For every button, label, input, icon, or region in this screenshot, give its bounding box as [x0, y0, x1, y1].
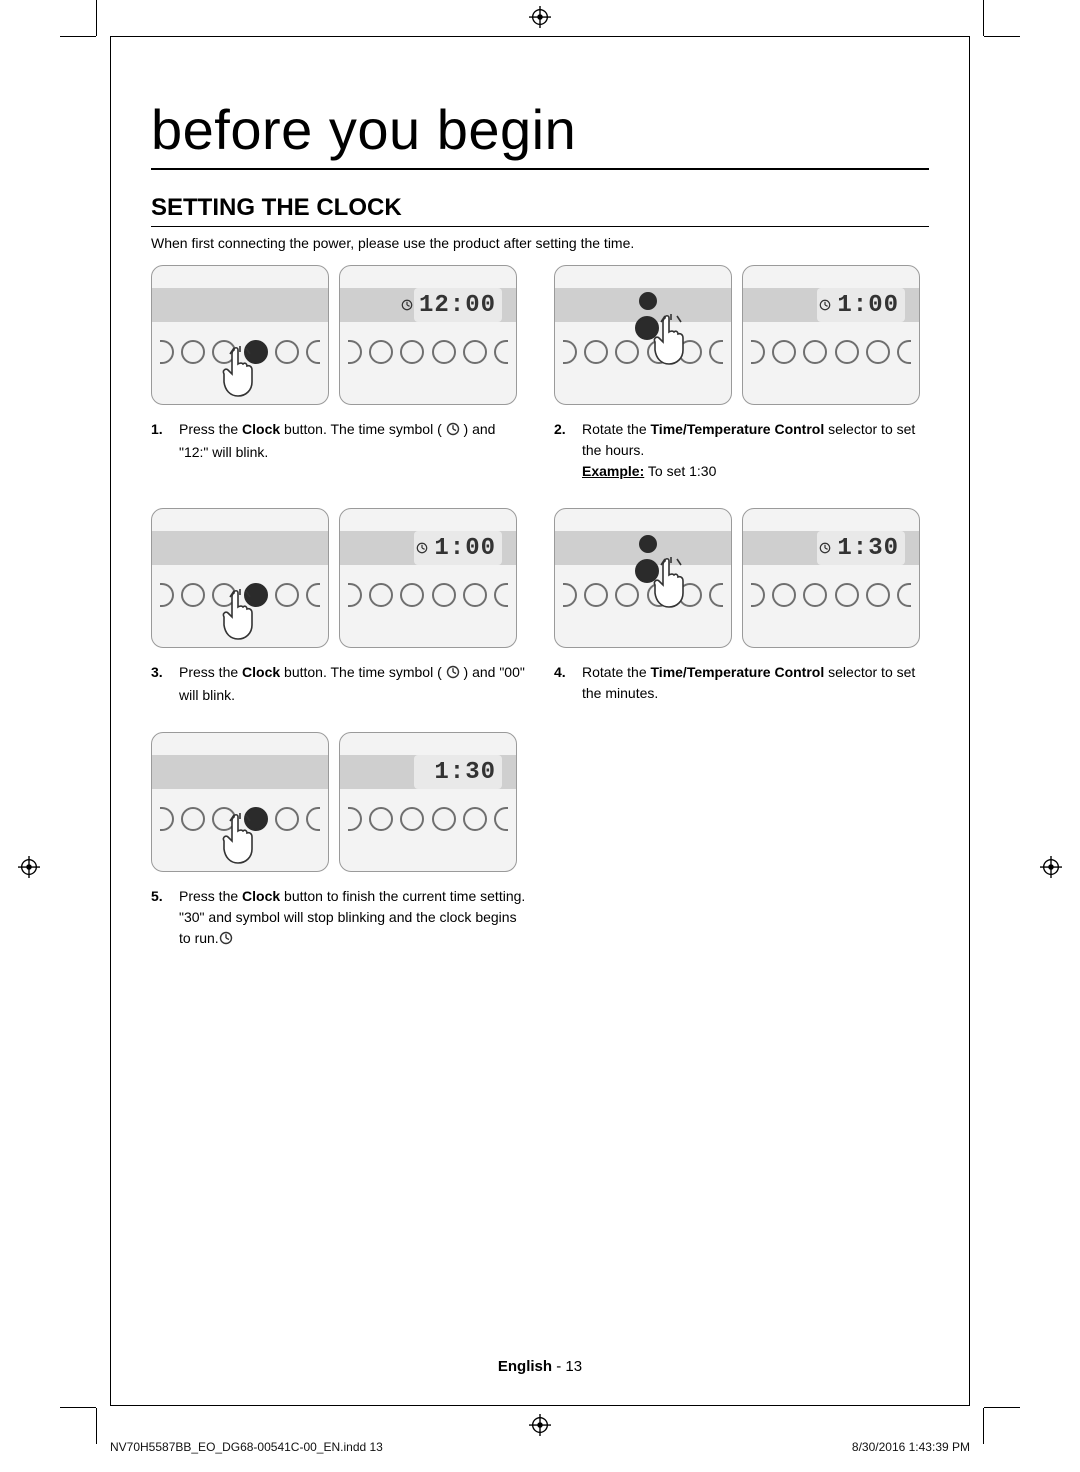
footer-page-number: 13	[565, 1358, 582, 1375]
footer-language: English	[498, 1358, 552, 1375]
step-caption: 4.Rotate the Time/Temperature Control se…	[554, 662, 929, 704]
time-digits: 1:00	[837, 292, 899, 319]
control-panel-illustration	[554, 508, 732, 648]
clock-icon	[819, 299, 831, 311]
step-caption: 5.Press the Clock button to finish the c…	[151, 886, 526, 951]
time-digits: 1:00	[434, 535, 496, 562]
control-panel-illustration	[151, 732, 329, 872]
page-content: before you begin SETTING THE CLOCK When …	[110, 36, 970, 1406]
step-cell: 1:30 5.Press the Clock button to finish t…	[151, 732, 526, 951]
step-text: Press the Clock button. The time symbol …	[179, 419, 526, 463]
step-caption: 3.Press the Clock button. The time symbo…	[151, 662, 526, 706]
registration-mark-icon	[529, 1414, 551, 1436]
step-number: 1.	[151, 419, 169, 463]
clock-icon	[219, 930, 233, 951]
display-panel-illustration: 1:00	[742, 265, 920, 405]
step-cell: 1:00 2.Rotate the Time/Temperature Contro…	[554, 265, 929, 482]
time-digits: 1:30	[434, 759, 496, 786]
time-display: 1:00	[817, 288, 905, 322]
time-display: 1:00	[414, 531, 502, 565]
crop-mark	[60, 1407, 96, 1408]
clock-icon	[401, 299, 413, 311]
display-panel-illustration: 1:00	[339, 508, 517, 648]
control-panel-illustration	[151, 508, 329, 648]
control-panel-illustration	[151, 265, 329, 405]
step-cell: 1:30 4.Rotate the Time/Temperature Contro…	[554, 508, 929, 706]
step-panels: 1:00	[554, 265, 929, 405]
step-caption: 1.Press the Clock button. The time symbo…	[151, 419, 526, 463]
crop-mark	[96, 1408, 97, 1444]
crop-mark	[984, 36, 1020, 37]
page-footer: English - 13	[111, 1358, 969, 1375]
step-number: 4.	[554, 662, 572, 704]
display-panel-illustration: 1:30	[742, 508, 920, 648]
registration-mark-icon	[529, 6, 551, 28]
step-caption: 2.Rotate the Time/Temperature Control se…	[554, 419, 929, 482]
time-display: 1:30	[414, 755, 502, 789]
step-panels: 1:00	[151, 508, 526, 648]
step-text: Rotate the Time/Temperature Control sele…	[582, 662, 929, 704]
step-cell: 12:00 1.Press the Clock button. The time …	[151, 265, 526, 482]
step-panels: 1:30	[151, 732, 526, 872]
step-text: Press the Clock button. The time symbol …	[179, 662, 526, 706]
clock-icon	[446, 664, 460, 685]
section-heading: SETTING THE CLOCK	[151, 194, 929, 227]
step-number: 2.	[554, 419, 572, 482]
meta-filename: NV70H5587BB_EO_DG68-00541C-00_EN.indd 13	[110, 1440, 383, 1454]
step-panels: 1:30	[554, 508, 929, 648]
registration-mark-icon	[18, 856, 40, 878]
print-metadata: NV70H5587BB_EO_DG68-00541C-00_EN.indd 13…	[110, 1440, 970, 1454]
crop-mark	[983, 1408, 984, 1444]
meta-timestamp: 8/30/2016 1:43:39 PM	[852, 1440, 970, 1454]
crop-mark	[983, 0, 984, 36]
step-text: Rotate the Time/Temperature Control sele…	[582, 419, 929, 482]
step-number: 3.	[151, 662, 169, 706]
step-number: 5.	[151, 886, 169, 951]
clock-icon	[416, 542, 428, 554]
intro-text: When first connecting the power, please …	[151, 235, 929, 251]
crop-mark	[60, 36, 96, 37]
clock-icon	[446, 421, 460, 442]
page-title: before you begin	[151, 97, 929, 170]
time-display: 12:00	[414, 288, 502, 322]
step-cell: 1:00 3.Press the Clock button. The time s…	[151, 508, 526, 706]
step-text: Press the Clock button to finish the cur…	[179, 886, 526, 951]
display-panel-illustration: 1:30	[339, 732, 517, 872]
clock-icon	[819, 542, 831, 554]
crop-mark	[96, 0, 97, 36]
registration-mark-icon	[1040, 856, 1062, 878]
step-panels: 12:00	[151, 265, 526, 405]
time-digits: 12:00	[419, 292, 496, 319]
time-display: 1:30	[817, 531, 905, 565]
time-digits: 1:30	[837, 535, 899, 562]
display-panel-illustration: 12:00	[339, 265, 517, 405]
crop-mark	[984, 1407, 1020, 1408]
control-panel-illustration	[554, 265, 732, 405]
steps-grid: 12:001.Press the Clock button. The time …	[151, 265, 929, 951]
